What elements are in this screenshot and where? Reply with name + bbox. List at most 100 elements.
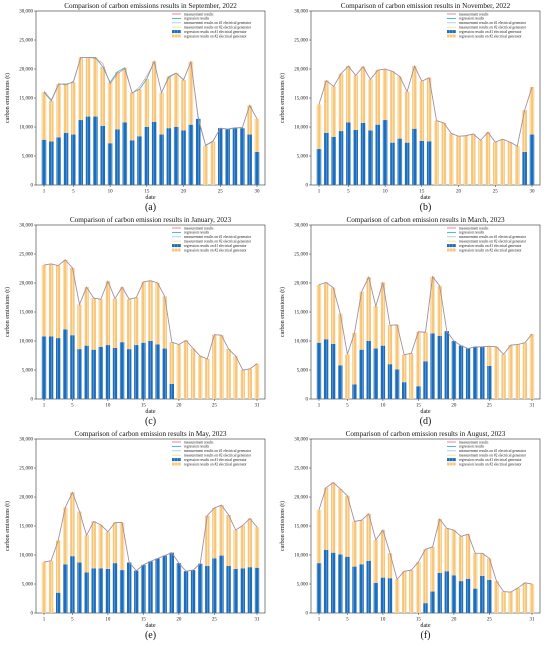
legend-label: regression results on #2 electrical gene… <box>184 462 247 466</box>
panel-caption: (b) <box>420 202 432 213</box>
bar-gen1 <box>91 349 96 399</box>
bar-gen1 <box>159 134 164 185</box>
bar-gen2 <box>387 553 393 579</box>
bar-gen2 <box>382 69 388 121</box>
bar-gen1 <box>112 563 118 613</box>
bar-gen2 <box>205 358 210 399</box>
legend-label: measurement results on #1 electrical gen… <box>184 235 252 239</box>
chart-title: Comparison of carbon emissions results i… <box>64 2 237 10</box>
x-tick-label: 15 <box>144 190 150 195</box>
bar-gen2 <box>390 71 395 143</box>
bar-gen1 <box>323 549 329 613</box>
legend-label: measurement results on #2 electrical gen… <box>184 454 252 458</box>
bar-gen1 <box>465 348 471 399</box>
bar-gen1 <box>254 151 260 185</box>
bar-gen2 <box>330 482 336 553</box>
panel-caption: (f) <box>421 630 431 641</box>
x-tick-label: 20 <box>176 404 182 409</box>
bar-gen1 <box>352 566 357 613</box>
y-axis-label: carbon emissions (t) <box>279 287 286 337</box>
x-tick-label: 25 <box>487 404 493 409</box>
bar-gen1 <box>197 563 203 613</box>
bar-gen1 <box>480 575 485 613</box>
x-tick-label: 15 <box>416 618 422 623</box>
bar-gen1 <box>137 136 142 185</box>
bar-gen1 <box>77 562 82 613</box>
bar-gen1 <box>404 142 410 185</box>
legend-swatch <box>447 248 456 252</box>
chart-title: Comparison of carbon emission results in… <box>346 430 506 438</box>
bar-gen2 <box>441 122 447 185</box>
legend-swatch <box>172 248 181 252</box>
bar-gen2 <box>401 571 407 613</box>
x-tick-label: 1 <box>318 190 321 195</box>
bar-gen2 <box>353 75 359 130</box>
line-measurement <box>318 482 533 593</box>
y-tick-label: 30,000 <box>19 438 33 443</box>
x-tick-label: 5 <box>346 618 349 623</box>
bar-gen1 <box>225 129 230 185</box>
bar-gen2 <box>373 306 379 349</box>
y-tick-label: 25,000 <box>294 39 308 44</box>
bar-gen1 <box>487 365 492 399</box>
bar-gen1 <box>155 558 160 613</box>
bar-gen2 <box>144 78 150 127</box>
legend-label: regression results <box>459 445 485 449</box>
bar-gen2 <box>203 145 208 185</box>
bar-gen1 <box>134 570 139 613</box>
bar-gen2 <box>70 492 75 557</box>
bar-gen1 <box>188 124 194 185</box>
bar-gen2 <box>148 280 153 341</box>
bar-gen2 <box>494 346 499 399</box>
y-tick-label: 20,000 <box>294 496 308 501</box>
bar-gen2 <box>63 507 68 565</box>
x-tick-label: 20 <box>176 618 182 623</box>
bar-gen1 <box>122 122 128 185</box>
bar-gen1 <box>98 568 104 613</box>
bar-gen1 <box>100 125 106 185</box>
bar-gen2 <box>190 348 196 399</box>
bar-gen1 <box>437 572 442 613</box>
bar-gen2 <box>155 283 160 345</box>
bar-gen2 <box>529 334 535 399</box>
bar-gen1 <box>373 348 379 399</box>
y-tick-label: 5,000 <box>22 369 34 374</box>
bar-gen1 <box>390 142 395 185</box>
bar-gen2 <box>78 57 84 121</box>
y-tick-label: 0 <box>306 398 309 403</box>
bar-gen2 <box>323 282 329 340</box>
panel-caption: (c) <box>145 416 156 427</box>
bar-gen1 <box>368 130 373 185</box>
legend-label: measurement results on #2 electrical gen… <box>459 26 527 30</box>
bar-gen2 <box>219 505 224 556</box>
y-tick-label: 15,000 <box>294 311 308 316</box>
bar-gen2 <box>77 511 82 563</box>
bar-gen1 <box>240 568 246 613</box>
bar-gen2 <box>397 76 403 139</box>
bar-gen2 <box>480 553 485 576</box>
bar-gen2 <box>63 84 69 133</box>
bar-gen1 <box>48 336 54 399</box>
bar-gen2 <box>85 57 91 117</box>
bar-gen1 <box>126 349 132 399</box>
legend-label: measurement results on #1 electrical gen… <box>459 21 527 25</box>
legend-swatch <box>447 458 456 462</box>
y-axis-label: carbon emissions (t) <box>279 73 286 123</box>
line-measurement <box>318 65 533 147</box>
chart-title: Comparison of carbon emission results in… <box>74 430 226 438</box>
y-tick-label: 0 <box>31 184 34 189</box>
chart-panel-e: Comparison of carbon emission results in… <box>4 430 266 641</box>
bar-gen2 <box>324 80 329 133</box>
bar-gen2 <box>98 299 104 347</box>
bar-gen1 <box>176 563 182 613</box>
bar-gen1 <box>375 124 381 185</box>
bar-gen2 <box>197 356 203 399</box>
bar-gen1 <box>169 552 175 613</box>
bar-gen1 <box>151 121 157 185</box>
legend-label: measurement results <box>184 12 214 16</box>
bar-gen2 <box>41 561 47 613</box>
chart-panel-d: Comparison of carbon emission results in… <box>279 216 541 427</box>
bar-gen1 <box>144 127 150 185</box>
bar-gen1 <box>155 344 160 399</box>
bar-gen2 <box>84 287 89 346</box>
